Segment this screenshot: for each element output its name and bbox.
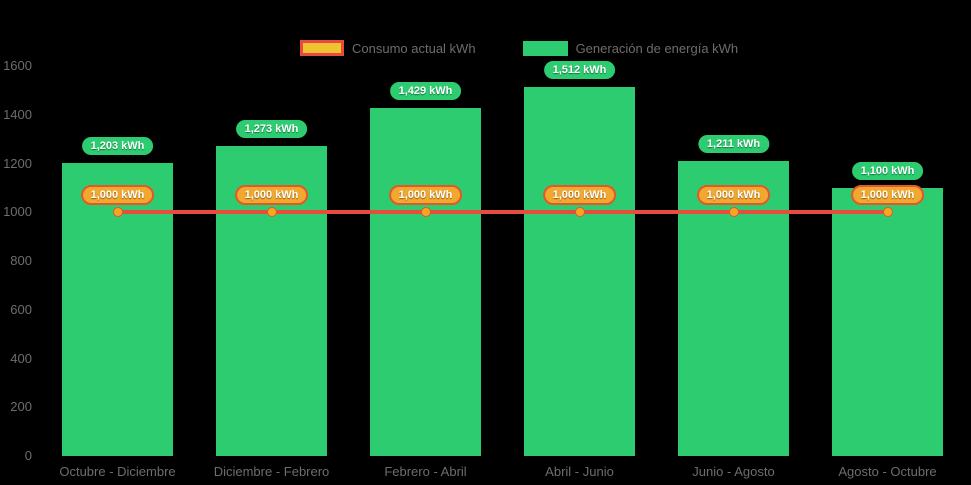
consumo-line-point[interactable] [266,207,277,218]
generacion-swatch-icon [522,40,568,56]
consumption-value-label: 1,000 kWh [696,185,771,206]
y-axis-tick-label: 0 [24,448,32,463]
legend-label-consumo: Consumo actual kWh [352,40,476,56]
y-axis-tick-label: 1000 [3,204,32,220]
consumo-line-point[interactable] [574,207,585,218]
consumption-value-label: 1,000 kWh [850,185,925,206]
consumo-line-point[interactable] [728,207,739,218]
legend-item-consumo[interactable]: Consumo actual kWh [300,40,476,56]
legend-label-generacion: Generación de energía kWh [575,40,739,56]
x-axis-tick-label: Diciembre - Febrero [213,464,330,479]
generation-value-label: 1,273 kWh [235,119,308,138]
x-axis-tick-label: Febrero - Abril [384,464,467,479]
generation-bar[interactable] [524,87,635,456]
x-axis-tick-label: Abril - Junio [545,464,614,479]
y-axis-tick-label: 1200 [3,155,32,171]
generation-value-label: 1,429 kWh [389,81,462,100]
generation-value-label: 1,211 kWh [697,134,770,153]
generation-bar[interactable] [370,107,481,456]
consumption-value-label: 1,000 kWh [234,185,309,206]
consumo-line [117,210,888,215]
chart-legend: Consumo actual kWh Generación de energía… [300,40,738,56]
x-axis-tick-label: Junio - Agosto [692,464,775,479]
consumption-value-label: 1,000 kWh [388,185,463,206]
consumo-line-point[interactable] [882,207,893,218]
generation-value-label: 1,203 kWh [81,136,154,155]
y-axis-tick-label: 1600 [3,58,32,73]
generation-value-label: 1,512 kWh [543,61,616,80]
y-axis-tick-label: 800 [10,253,32,268]
y-axis-tick-label: 1400 [3,106,32,122]
consumo-line-point[interactable] [112,207,123,218]
generation-bar[interactable] [832,187,943,456]
y-axis-tick-label: 400 [10,350,32,366]
consumo-swatch-icon [300,40,344,56]
generation-value-label: 1,100 kWh [851,161,924,180]
y-axis-tick-label: 200 [10,399,32,415]
consumption-value-label: 1,000 kWh [80,185,155,206]
consumo-line-point[interactable] [420,207,431,218]
legend-item-generacion[interactable]: Generación de energía kWh [522,40,739,56]
x-axis-tick-label: Octubre - Diciembre [59,464,176,479]
consumption-value-label: 1,000 kWh [542,185,617,206]
y-axis-tick-label: 600 [10,301,32,317]
x-axis-tick-label: Agosto - Octubre [838,464,937,479]
